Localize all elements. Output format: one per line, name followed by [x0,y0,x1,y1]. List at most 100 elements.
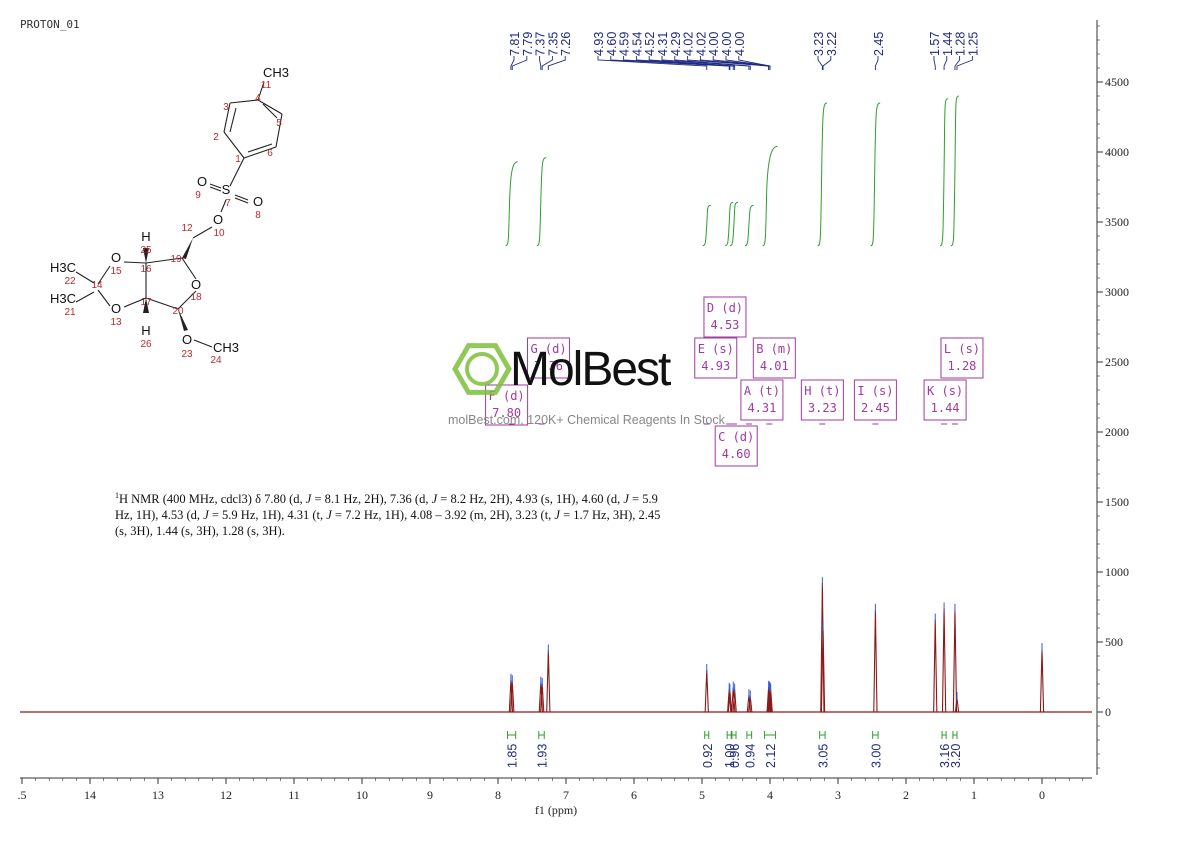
multiplet-shift: 1.44 [931,401,960,415]
integral-curve [536,157,547,247]
multiplet-label: B (m) [756,342,792,356]
multiplet-shift: 4.93 [701,359,730,373]
atom-label: O [253,194,263,209]
multiplet-label: I (s) [857,384,893,398]
bond [223,131,245,159]
x-tick-label: 2 [903,788,909,802]
integral-curve [505,161,518,247]
watermark-brand: MolBest [510,343,671,396]
bond [177,290,197,310]
x-tick-label: 10 [356,788,368,802]
multiplet-frame [703,296,747,338]
logo-ring [465,352,499,386]
peak-label-leader [954,56,961,70]
wedge-bond [143,248,149,263]
multiplet-label: G (d) [530,342,566,356]
multiplet-label: K (s) [927,384,963,398]
multiplet-shift: 1.28 [948,359,977,373]
atom-label: 18 [190,292,202,303]
peak-label-leader [541,56,553,70]
peak-label: 4.60 [605,32,619,56]
spectrum-title: PROTON_01 [20,18,80,31]
bond [257,81,265,101]
x-tick-label: 8 [495,788,501,802]
atom-label: O [197,174,207,189]
integral-curve [729,201,739,247]
integral-curve [939,98,949,247]
atom-label: 21 [64,307,76,318]
peak-label-leader [817,56,823,70]
atom-label: 7 [225,198,231,209]
peak-label: 7.81 [508,32,522,56]
watermark-logo [452,343,512,395]
x-axis-label: f1 (ppm) [535,803,577,817]
atom-label: 14 [91,280,103,291]
atom-label: CH3 [263,65,289,80]
spectrum-peak [941,608,947,713]
bond [123,297,147,308]
atom-label: O [191,277,201,292]
bond [145,297,179,310]
atom-label: 8 [255,210,261,221]
peak-label-leader [822,56,832,70]
bond [220,199,227,213]
atom-label: 4 [255,93,261,104]
multiplet-frame [923,379,967,421]
peak-label-leader [623,56,731,70]
peak-label-leader [597,56,708,70]
integral-value: 3.05 [816,744,830,768]
peak-label: 1.25 [966,32,980,56]
spectrum-peak [873,609,878,713]
integral-curves [505,95,960,247]
integral-value: 1.93 [536,744,550,768]
x-tick-label: 14 [84,788,96,802]
multiplet-shift: 2.45 [861,401,890,415]
bond [97,265,111,285]
integral-value: 0.96 [728,744,742,768]
multiplet-box: D (d) 4.53 [703,296,747,425]
multiplet-frame [694,337,738,379]
peak-label-leader [956,56,973,70]
peak-label-leader [674,56,751,70]
peak-label: 1.57 [928,32,942,56]
atom-label: O [182,332,192,347]
x-tick-label: 5 [699,788,705,802]
bond [123,261,147,264]
peak-label: 4.00 [733,32,747,56]
bond [234,194,249,201]
integral-curve [744,204,754,247]
spectrum-peak [952,609,958,713]
multiplet-box: E (s) 4.93 [694,337,738,425]
integral-value: 1.85 [506,744,520,768]
bond [97,289,111,307]
multiplet-shift: 7.80 [492,406,521,420]
multiplet-frame [740,379,784,421]
atom-label: O [213,212,223,227]
multiplet-box: H (t) 3.23 [800,379,844,425]
y-tick-label: 3500 [1105,215,1129,229]
bond [209,183,222,189]
bond [209,186,222,192]
bond [243,146,277,159]
atom-label: 24 [210,355,222,366]
peak-label-leader [933,56,936,70]
integral-value: 0.94 [743,744,757,768]
multiplet-box: B (m) 4.01 [752,337,796,425]
bond [223,102,231,133]
y-tick-label: 1000 [1105,565,1129,579]
multiplet-shift: 4.53 [711,318,740,332]
multiplet-frame [853,379,897,421]
peak-label: 3.23 [812,32,826,56]
multiplet-box: I (s) 2.45 [853,379,897,425]
x-tick-label: 0 [1039,788,1045,802]
multiplet-shift: 7.36 [534,359,563,373]
wedge-bond [182,238,193,259]
bond [229,157,245,187]
atom-label: S [222,182,231,197]
integral-value: 3.00 [869,744,883,768]
atom-label: H3C [50,260,76,275]
integral-value: 3.20 [949,744,963,768]
multiplet-label: C (d) [718,430,754,444]
peak-label: 7.79 [521,32,535,56]
integral-curve [817,102,828,247]
